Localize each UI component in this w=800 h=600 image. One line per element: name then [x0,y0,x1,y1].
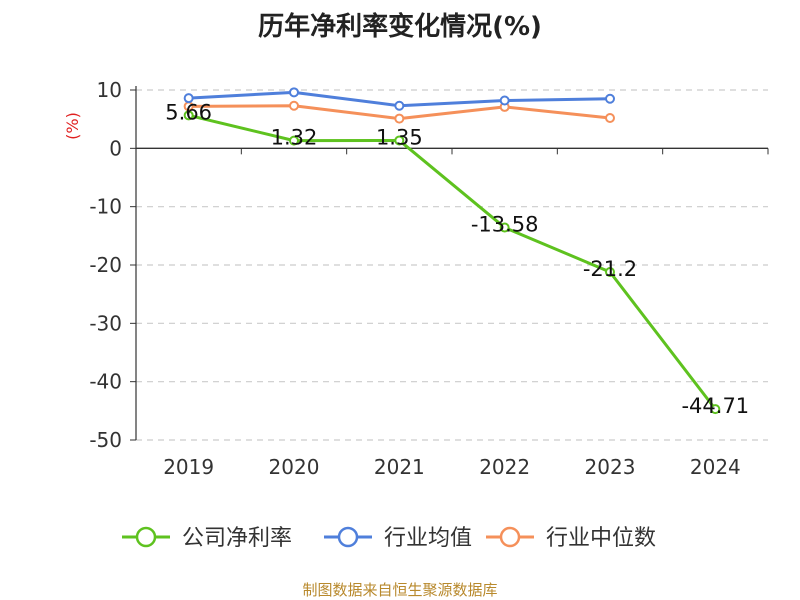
y-tick-label: 0 [109,136,122,160]
data-point [710,404,721,415]
chart-title: 历年净利率变化情况(%) [258,12,542,42]
data-point [289,87,299,98]
legend-label: 公司净利率 [182,526,292,551]
legend-marker [337,526,359,548]
data-point [394,135,405,146]
x-tick-label: 2024 [690,455,741,479]
y-tick-label: -10 [89,195,122,219]
data-point [605,93,615,104]
data-label: -44.71 [681,394,749,418]
legend: 公司净利率 行业均值 行业中位数 [122,526,656,551]
data-label: 5.66 [165,100,212,124]
x-tick-label: 2021 [374,455,425,479]
data-point [289,135,299,146]
x-tick-label: 2020 [269,455,320,479]
y-tick-label: 10 [97,78,122,102]
data-point [289,100,299,111]
legend-marker [135,526,157,548]
data-point [499,95,510,106]
data-label: 1.32 [271,126,318,150]
y-tick-label: -40 [89,370,122,394]
axes: (%) [63,86,769,441]
data-point [394,100,405,111]
data-point [605,113,615,123]
y-tick-labels: 10 0 -10 -20 -30 -40 -50 [89,78,122,452]
data-label: -13.58 [471,213,539,237]
data-point [605,267,615,277]
x-tick-label: 2023 [585,455,636,479]
x-tick-label: 2019 [163,455,214,479]
grid-lines [136,89,768,441]
source-footer: 制图数据来自恒生聚源数据库 [302,581,498,599]
y-axis-label: (%) [63,112,82,140]
series-lines [183,87,721,415]
data-point [183,93,194,104]
y-tick-label: -30 [89,311,122,335]
data-point [183,110,194,121]
legend-marker [499,526,521,548]
data-label: 1.35 [376,125,423,149]
legend-label: 行业中位数 [546,526,656,551]
series-line [188,113,717,411]
y-tick-label: -50 [89,428,122,452]
data-labels: 5.66 1.32 1.35 -13.58 -21.2 -44.71 [165,100,749,418]
y-tick-label: -20 [89,253,122,277]
data-point [499,222,510,233]
x-tick-labels: 2019 2020 2021 2022 2023 2024 [163,455,741,479]
data-point [394,113,405,124]
data-label: -21.2 [583,257,637,281]
x-tick-label: 2022 [479,455,530,479]
legend-label: 行业均值 [384,526,472,551]
